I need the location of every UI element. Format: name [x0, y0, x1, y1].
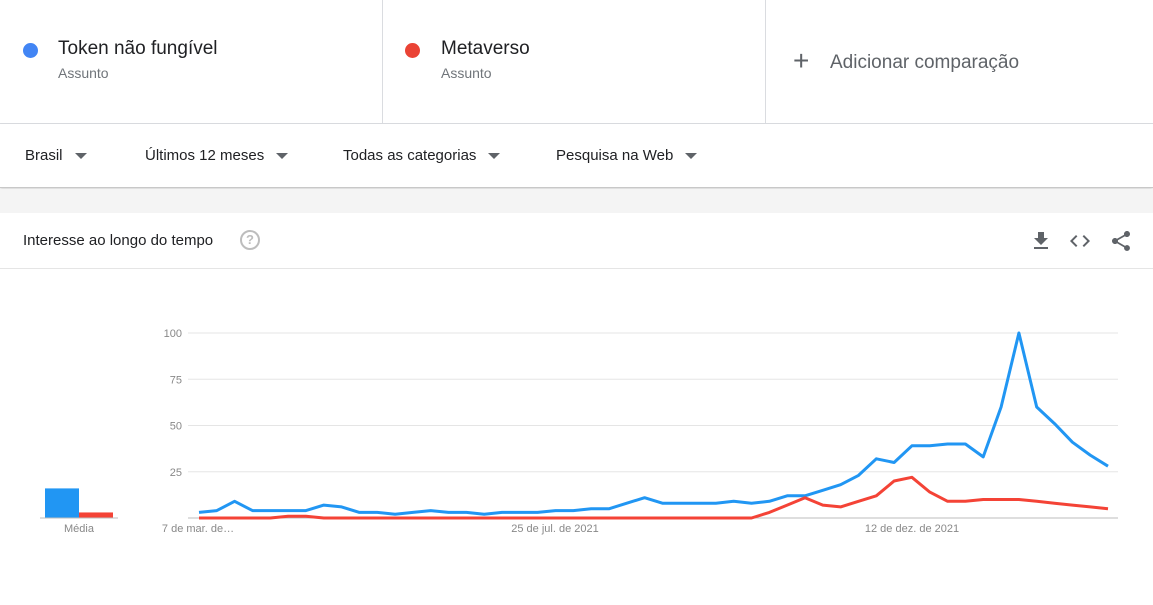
- x-tick-label: 12 de dez. de 2021: [865, 523, 959, 535]
- add-comparison-label: Adicionar comparação: [830, 52, 1020, 73]
- region-label: Brasil: [25, 147, 63, 164]
- search-type-dropdown[interactable]: Pesquisa na Web: [556, 147, 698, 164]
- average-bar-metaverso[interactable]: [79, 512, 113, 518]
- embed-code-icon[interactable]: [1068, 229, 1092, 253]
- search-type-label: Pesquisa na Web: [556, 147, 674, 164]
- y-tick-label: 100: [164, 328, 182, 340]
- x-tick-label: 7 de mar. de…: [162, 523, 234, 535]
- series-line-metaverso[interactable]: [199, 475, 1109, 520]
- average-bar-nft[interactable]: [45, 488, 79, 518]
- y-tick-label: 25: [170, 467, 182, 479]
- term-name: Metaverso: [441, 38, 530, 59]
- region-dropdown[interactable]: Brasil: [25, 147, 87, 164]
- caret-down-icon: [74, 153, 87, 159]
- series-color-dot: [405, 43, 420, 58]
- line-chart: 100 75 50 25 Média 7 de mar. de… 25 de jul. …: [40, 328, 1118, 535]
- series-line-nft[interactable]: [198, 331, 1109, 516]
- caret-down-icon: [488, 153, 501, 159]
- period-label: Últimos 12 meses: [145, 147, 265, 164]
- caret-down-icon: [276, 153, 289, 159]
- help-icon[interactable]: ?: [240, 230, 260, 250]
- add-comparison-button[interactable]: + Adicionar comparação: [766, 0, 1153, 124]
- term-card-metaverso[interactable]: Metaverso Assunto: [383, 0, 766, 124]
- download-icon[interactable]: [1029, 229, 1053, 253]
- period-dropdown[interactable]: Últimos 12 meses: [145, 147, 289, 164]
- section-gap: [0, 189, 1153, 213]
- caret-down-icon: [685, 153, 698, 159]
- series-color-dot: [23, 43, 38, 58]
- term-type: Assunto: [58, 65, 109, 81]
- interest-over-time-card: Interesse ao longo do tempo ? 100 75 50 25 …: [0, 213, 1153, 605]
- chart-area: 100 75 50 25 Média 7 de mar. de… 25 de jul. …: [0, 269, 1153, 605]
- average-label: Média: [64, 523, 95, 535]
- category-label: Todas as categorias: [343, 147, 477, 164]
- x-tick-label: 25 de jul. de 2021: [511, 523, 598, 535]
- term-name: Token não fungível: [58, 38, 218, 59]
- category-dropdown[interactable]: Todas as categorias: [343, 147, 501, 164]
- share-icon[interactable]: [1109, 229, 1133, 253]
- y-tick-label: 50: [170, 421, 182, 433]
- y-tick-label: 75: [170, 374, 182, 386]
- filters-bar: Brasil Últimos 12 meses Todas as categor…: [0, 124, 1153, 188]
- term-type: Assunto: [441, 65, 492, 81]
- plus-icon: +: [793, 45, 810, 76]
- card-header: Interesse ao longo do tempo ?: [0, 213, 1153, 269]
- card-title: Interesse ao longo do tempo: [23, 232, 214, 249]
- term-card-nft[interactable]: Token não fungível Assunto: [0, 0, 383, 124]
- comparison-bar: Token não fungível Assunto Metaverso Ass…: [0, 0, 1153, 124]
